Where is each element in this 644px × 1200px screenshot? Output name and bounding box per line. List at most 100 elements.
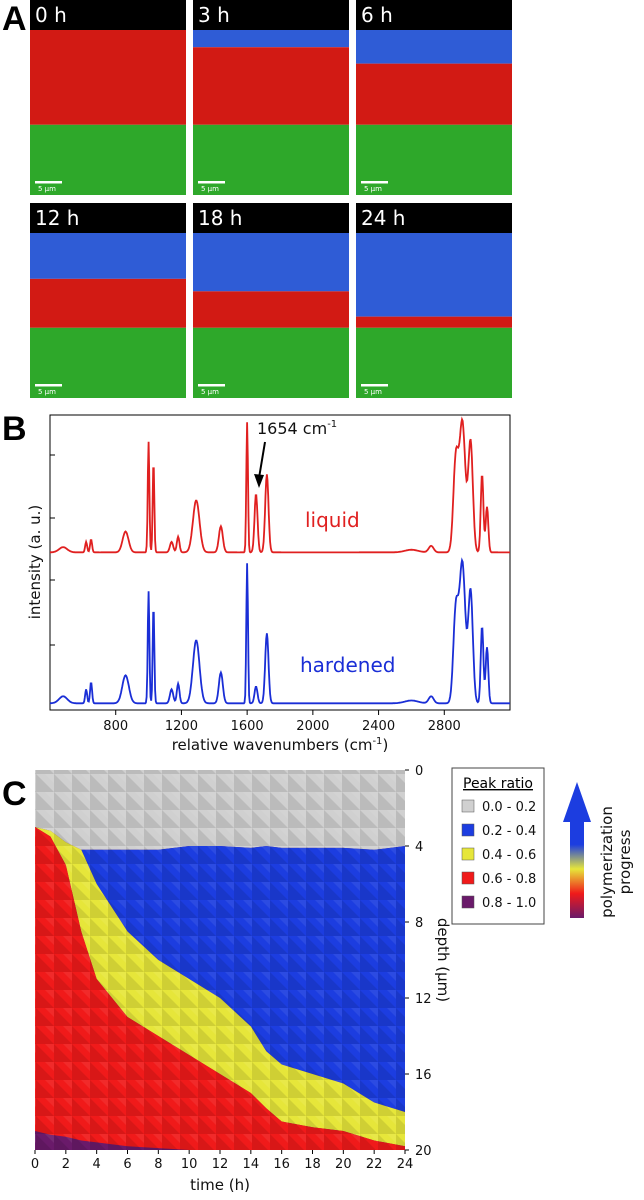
image-time-label: 3 h <box>198 3 230 27</box>
series-label-liquid: liquid <box>305 508 360 532</box>
image-red-region <box>30 278 186 328</box>
panel-b-letter: B <box>2 410 27 448</box>
image-blue-region <box>193 30 349 48</box>
image-time-label: 12 h <box>35 206 79 230</box>
image-time-label: 24 h <box>361 206 405 230</box>
series-line-hardened <box>49 557 510 705</box>
image-red-region <box>356 316 512 328</box>
spectrum-frame <box>49 414 511 711</box>
legend-swatch <box>461 871 475 885</box>
legend-label: 0.6 - 0.8 <box>482 872 536 887</box>
legend-label: 0.8 - 1.0 <box>482 896 536 911</box>
image-blue-region <box>356 233 512 317</box>
y-tick-label: 8 <box>415 916 423 931</box>
image-top-region <box>193 203 349 233</box>
x-tick-label: 20 <box>335 1157 352 1172</box>
x-tick-label: 800 <box>103 719 128 734</box>
heatmap-texture <box>35 770 405 1150</box>
progress-label-line1: polymerization <box>598 806 616 918</box>
heatmap-x-ticks: 0 2 4 6 8 10 12 14 16 18 20 22 24 <box>31 1150 413 1172</box>
scale-bar <box>35 181 62 184</box>
x-tick-label: 14 <box>243 1157 260 1172</box>
microscopy-image: 24 h 5 µm <box>356 203 512 398</box>
image-red-region <box>193 47 349 125</box>
polymerization-arrow: polymerization progress <box>563 782 634 918</box>
image-red-region <box>30 30 186 125</box>
heatmap-y-ticks: 0 4 8 12 16 20 <box>405 764 432 1159</box>
spectrum-y-label: intensity (a. u.) <box>26 505 44 620</box>
series-label-hardened: hardened <box>300 653 395 677</box>
x-tick-label: 12 <box>212 1157 229 1172</box>
peak-arrow-shaft <box>258 441 266 479</box>
image-top-region <box>193 0 349 30</box>
heatmap-legend: Peak ratio 0.0 - 0.20.2 - 0.40.4 - 0.60.… <box>451 767 545 925</box>
scale-bar <box>35 384 62 387</box>
y-tick-label: 4 <box>415 840 423 855</box>
x-tick-label: 1200 <box>165 719 198 734</box>
image-time-label: 18 h <box>198 206 242 230</box>
microscopy-image: 3 h 5 µm <box>193 0 349 195</box>
spectrum-series <box>49 416 510 705</box>
y-tick-label: 12 <box>415 992 432 1007</box>
spectrum-x-ticks: 800 1200 1600 2000 2400 2800 <box>103 710 461 734</box>
x-tick-label: 22 <box>366 1157 383 1172</box>
legend-label: 0.0 - 0.2 <box>482 800 536 815</box>
scale-bar <box>361 384 388 387</box>
image-time-label: 0 h <box>35 3 67 27</box>
legend-items: 0.0 - 0.2 0.2 - 0.4 0.4 - 0.6 0.6 - 0.8 0.8 … <box>461 799 536 911</box>
y-tick-label: 20 <box>415 1144 432 1159</box>
x-tick-label: 18 <box>304 1157 321 1172</box>
heatmap-y-label: depth (µm) <box>434 918 452 1002</box>
image-time-label: 6 h <box>361 3 393 27</box>
x-tick-label: 24 <box>397 1157 414 1172</box>
legend-title: Peak ratio <box>463 776 533 792</box>
x-tick-label: 2000 <box>296 719 329 734</box>
x-tick-label: 6 <box>123 1157 131 1172</box>
x-tick-label: 0 <box>31 1157 39 1172</box>
image-top-region <box>30 0 186 30</box>
microscopy-image: 18 h 5 µm <box>193 203 349 398</box>
legend-swatch <box>461 799 475 813</box>
image-red-region <box>356 63 512 125</box>
x-tick-label: 4 <box>93 1157 101 1172</box>
scale-bar-label: 5 µm <box>364 388 382 396</box>
x-tick-label: 10 <box>181 1157 198 1172</box>
image-top-region <box>30 203 186 233</box>
x-tick-label: 8 <box>154 1157 162 1172</box>
legend-label: 0.4 - 0.6 <box>482 848 536 863</box>
heatmap-x-label: time (h) <box>190 1176 250 1194</box>
scale-bar-label: 5 µm <box>38 388 56 396</box>
panel-c-letter: C <box>2 775 27 813</box>
x-tick-label: 2800 <box>428 719 461 734</box>
scale-bar <box>198 384 225 387</box>
microscopy-image: 0 h 5 µm <box>30 0 186 195</box>
spectrum-x-label: relative wavenumbers (cm-1) <box>172 736 389 754</box>
scale-bar-label: 5 µm <box>201 185 219 193</box>
scale-bar-label: 5 µm <box>38 185 56 193</box>
y-tick-label: 16 <box>415 1068 432 1083</box>
series-line-liquid <box>50 416 510 554</box>
progress-bar <box>570 820 584 918</box>
image-blue-region <box>356 30 512 64</box>
image-blue-region <box>30 233 186 279</box>
legend-swatch <box>461 895 475 909</box>
legend-swatch <box>461 823 475 837</box>
image-blue-region <box>193 233 349 292</box>
x-tick-label: 1600 <box>231 719 264 734</box>
image-top-region <box>356 0 512 30</box>
x-tick-label: 2 <box>62 1157 70 1172</box>
scale-bar-label: 5 µm <box>201 388 219 396</box>
scale-bar <box>361 181 388 184</box>
peak-arrow-head <box>254 474 264 488</box>
peak-annotation: 1654 cm-1 <box>257 419 337 438</box>
spectrum-y-ticks <box>50 454 55 646</box>
panel-b-spectrum-chart: 800 1200 1600 2000 2400 2800 relative wavenum… <box>26 414 511 754</box>
y-tick-label: 0 <box>415 764 423 779</box>
microscopy-image: 6 h 5 µm <box>356 0 512 195</box>
panel-a-letter: A <box>2 0 27 38</box>
microscopy-image: 12 h 5 µm <box>30 203 186 398</box>
legend-swatch <box>461 847 475 861</box>
